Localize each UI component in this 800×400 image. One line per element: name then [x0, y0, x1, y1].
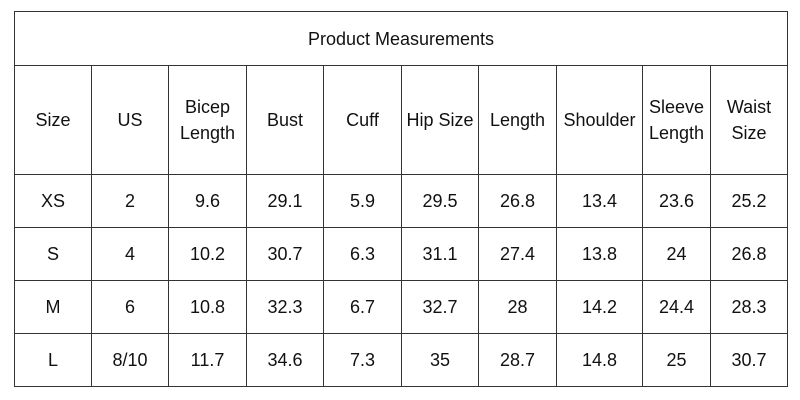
- data-cell: S: [14, 227, 92, 281]
- header-cell: Bicep Length: [168, 65, 247, 175]
- header-cell: Cuff: [323, 65, 402, 175]
- data-cell: 13.8: [556, 227, 643, 281]
- data-cell: 31.1: [401, 227, 479, 281]
- data-cell: 14.2: [556, 280, 643, 334]
- data-cell: 30.7: [246, 227, 324, 281]
- header-cell: Sleeve Length: [642, 65, 711, 175]
- data-row: M 6 10.8 32.3 6.7 32.7 28 14.2 24.4 28.3: [14, 280, 788, 334]
- data-cell: 35: [401, 333, 479, 387]
- data-cell: 8/10: [91, 333, 169, 387]
- header-row: Size US Bicep Length Bust Cuff Hip Size Length…: [14, 65, 788, 175]
- data-cell: 25: [642, 333, 711, 387]
- data-cell: 34.6: [246, 333, 324, 387]
- data-cell: 30.7: [710, 333, 788, 387]
- data-row: XS 2 9.6 29.1 5.9 29.5 26.8 13.4 23.6 25.2: [14, 174, 788, 228]
- data-cell: 28: [478, 280, 557, 334]
- data-cell: 28.3: [710, 280, 788, 334]
- data-cell: L: [14, 333, 92, 387]
- data-cell: 24.4: [642, 280, 711, 334]
- data-cell: 25.2: [710, 174, 788, 228]
- title-row: Product Measurements: [14, 11, 788, 66]
- data-cell: 6: [91, 280, 169, 334]
- data-cell: 23.6: [642, 174, 711, 228]
- header-cell: Waist Size: [710, 65, 788, 175]
- data-row: S 4 10.2 30.7 6.3 31.1 27.4 13.8 24 26.8: [14, 227, 788, 281]
- measurements: Product Measurements Size US Bicep Length B…: [14, 11, 788, 387]
- header-cell: US: [91, 65, 169, 175]
- data-cell: 26.8: [478, 174, 557, 228]
- data-cell: 26.8: [710, 227, 788, 281]
- data-cell: 32.7: [401, 280, 479, 334]
- data-cell: 7.3: [323, 333, 402, 387]
- table-title: Product Measurements: [14, 11, 788, 66]
- data-cell: 6.7: [323, 280, 402, 334]
- header-cell: Hip Size: [401, 65, 479, 175]
- data-cell: 32.3: [246, 280, 324, 334]
- data-cell: 28.7: [478, 333, 557, 387]
- data-cell: 4: [91, 227, 169, 281]
- header-cell: Bust: [246, 65, 324, 175]
- size-table: Product Measurements Size US Bicep Length B…: [14, 11, 788, 387]
- data-cell: 13.4: [556, 174, 643, 228]
- header-cell: Shoulder: [556, 65, 643, 175]
- header-cell: Length: [478, 65, 557, 175]
- data-cell: 9.6: [168, 174, 247, 228]
- data-cell: 24: [642, 227, 711, 281]
- data-cell: 5.9: [323, 174, 402, 228]
- data-cell: 27.4: [478, 227, 557, 281]
- data-cell: M: [14, 280, 92, 334]
- data-cell: 10.2: [168, 227, 247, 281]
- data-cell: 29.1: [246, 174, 324, 228]
- data-cell: 10.8: [168, 280, 247, 334]
- data-cell: 2: [91, 174, 169, 228]
- data-row: L 8/10 11.7 34.6 7.3 35 28.7 14.8 25 30.7: [14, 333, 788, 387]
- data-cell: 29.5: [401, 174, 479, 228]
- data-cell: 11.7: [168, 333, 247, 387]
- table-body: Product Measurements Size US Bicep Length B…: [14, 11, 788, 387]
- data-cell: 6.3: [323, 227, 402, 281]
- data-cell: XS: [14, 174, 92, 228]
- data-cell: 14.8: [556, 333, 643, 387]
- header-cell: Size: [14, 65, 92, 175]
